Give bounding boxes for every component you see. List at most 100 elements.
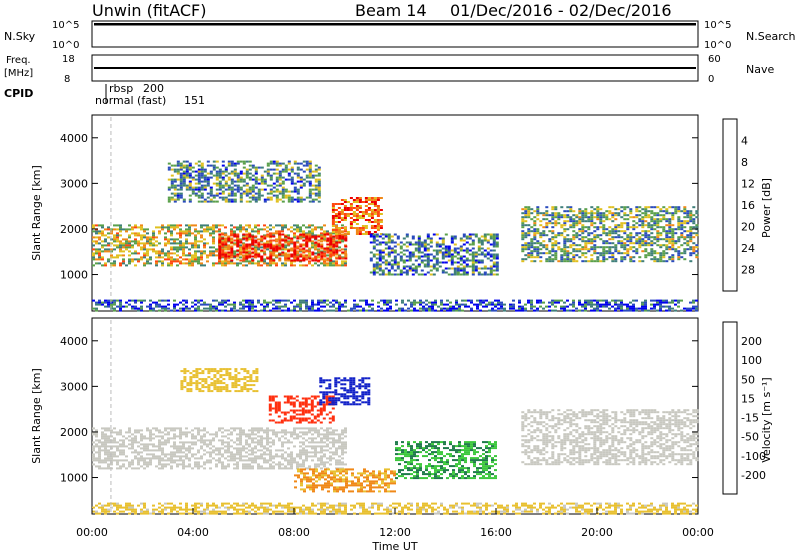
heatmap-cell [299, 200, 303, 203]
heatmap-cell [209, 305, 212, 308]
heatmap-cell [440, 307, 443, 310]
heatmap-cell [390, 235, 394, 238]
heatmap-cell [137, 240, 140, 243]
heatmap-cell [384, 253, 388, 256]
heatmap-cell [275, 243, 279, 246]
heatmap-cell [575, 250, 579, 253]
heatmap-cell [334, 231, 338, 233]
heatmap-cell [95, 250, 98, 253]
heatmap-cell [689, 218, 693, 221]
heatmap-cell [137, 260, 140, 263]
heatmap-cell [155, 465, 158, 468]
heatmap-cell [188, 162, 192, 165]
heatmap-cell [599, 216, 603, 219]
heatmap-cell [215, 305, 218, 308]
heatmap-cell [402, 259, 406, 262]
heatmap-cell [173, 186, 177, 189]
heatmap-cell [251, 259, 255, 262]
heatmap-cell [599, 218, 603, 221]
heatmap-cell [167, 307, 170, 310]
heatmap-cell [104, 299, 107, 302]
heatmap-cell [527, 224, 531, 227]
heatmap-cell [611, 230, 615, 233]
heatmap-cell [620, 240, 624, 243]
heatmap-cell [173, 238, 176, 241]
heatmap-cell [488, 309, 491, 312]
heatmap-cell [695, 250, 699, 253]
heatmap-cell [155, 303, 158, 306]
heatmap-cell [92, 427, 95, 430]
heatmap-cell [278, 176, 282, 179]
heatmap-cell [683, 220, 687, 223]
heatmap-cell [426, 237, 430, 240]
heatmap-cell [152, 433, 155, 436]
heatmap-cell [269, 459, 272, 462]
heatmap-cell [515, 309, 518, 312]
heatmap-cell [302, 301, 305, 304]
heatmap-cell [635, 234, 639, 237]
heatmap-cell [92, 264, 95, 267]
heatmap-cell [212, 451, 215, 454]
heatmap-cell [488, 301, 491, 304]
heatmap-cell [459, 269, 463, 272]
heatmap-cell [92, 226, 95, 229]
heatmap-cell [230, 233, 234, 236]
heatmap-cell [230, 445, 233, 448]
heatmap-cell [278, 449, 281, 452]
heatmap-cell [662, 228, 666, 231]
heatmap-cell [245, 235, 249, 238]
heatmap-cell [176, 224, 179, 227]
heatmap-cell [338, 264, 341, 267]
heatmap-cell [381, 251, 385, 254]
heatmap-cell [569, 240, 573, 243]
heatmap-cell [453, 249, 457, 252]
heatmap-cell [191, 192, 195, 195]
heatmap-cell [281, 228, 284, 231]
heatmap-cell [158, 254, 161, 257]
heatmap-cell [92, 453, 95, 456]
heatmap-cell [545, 218, 549, 221]
heatmap-cell [182, 307, 185, 310]
heatmap-cell [167, 188, 171, 191]
heatmap-cell [614, 236, 618, 239]
heatmap-cell [320, 257, 324, 260]
heatmap-cell [590, 303, 593, 306]
heatmap-cell [599, 254, 603, 257]
heatmap-cell [272, 182, 276, 185]
heatmap-cell [140, 465, 143, 468]
heatmap-cell [206, 451, 209, 454]
heatmap-cell [188, 262, 191, 265]
heatmap-cell [311, 257, 315, 260]
heatmap-cell [248, 305, 251, 308]
heatmap-cell [376, 215, 380, 217]
heatmap-cell [479, 299, 482, 302]
heatmap-cell [665, 309, 668, 312]
heatmap-cell [125, 246, 128, 249]
heatmap-cell [536, 228, 540, 231]
heatmap-cell [188, 252, 191, 255]
heatmap-cell [110, 455, 113, 458]
heatmap-cell [230, 259, 234, 262]
heatmap-cell [401, 299, 404, 302]
heatmap-cell [269, 239, 273, 242]
heatmap-cell [194, 242, 197, 245]
heatmap-cell [674, 232, 678, 235]
heatmap-cell [381, 273, 385, 276]
heatmap-cell [107, 299, 110, 302]
heatmap-cell [674, 240, 678, 243]
heatmap-cell [152, 445, 155, 448]
heatmap-cell [665, 299, 668, 302]
heatmap-cell [545, 210, 549, 213]
heatmap-cell [263, 188, 267, 191]
heatmap-cell [131, 228, 134, 231]
heatmap-cell [257, 299, 260, 302]
heatmap-cell [471, 253, 475, 256]
heatmap-cell [340, 209, 344, 211]
heatmap-cell [317, 226, 320, 229]
heatmap-cell [254, 172, 258, 175]
heatmap-cell [215, 166, 219, 169]
heatmap-cell [212, 164, 216, 167]
heatmap-cell [344, 262, 347, 265]
heatmap-cell [329, 249, 333, 252]
